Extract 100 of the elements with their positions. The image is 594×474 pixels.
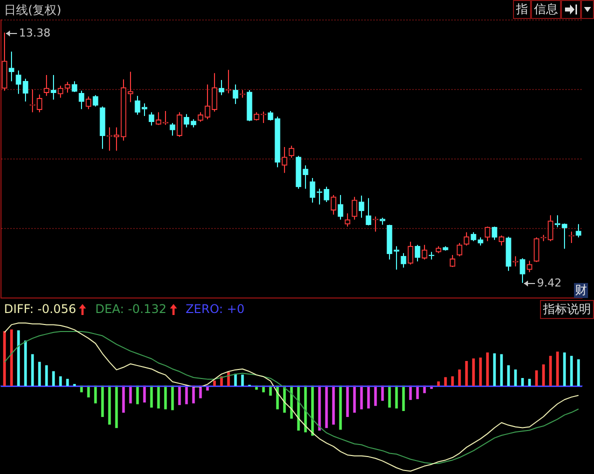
candlestick (268, 110, 274, 120)
candlestick (184, 114, 190, 128)
candlestick (450, 254, 456, 267)
candlestick (92, 94, 98, 108)
candlestick (260, 111, 266, 124)
candlestick (380, 217, 386, 226)
bar (129, 386, 132, 404)
bar (458, 369, 461, 386)
candlestick (8, 51, 14, 82)
candlestick (324, 186, 330, 202)
candlestick (64, 81, 70, 94)
bar (185, 386, 188, 404)
bar (115, 386, 118, 428)
candlestick (22, 78, 28, 102)
toolbar-button[interactable]: 信息 (531, 0, 561, 19)
bar (563, 352, 566, 386)
candlestick (156, 112, 162, 125)
bar (87, 386, 90, 398)
bar (535, 370, 538, 386)
bar (465, 360, 468, 386)
candlestick (274, 116, 280, 168)
bar (171, 386, 174, 410)
bar (213, 380, 216, 386)
candlestick (114, 126, 120, 152)
bar (388, 386, 391, 408)
candlestick (86, 96, 92, 110)
bar (157, 386, 160, 408)
candlestick (30, 89, 36, 113)
candlestick (352, 196, 358, 220)
bar (451, 376, 454, 386)
dropdown-button[interactable] (581, 0, 594, 19)
bar (577, 359, 580, 386)
bar (374, 386, 377, 406)
bar (66, 378, 69, 386)
candlestick (338, 194, 344, 220)
candlestick (478, 236, 484, 246)
candlestick (78, 90, 84, 110)
candlestick (16, 70, 22, 94)
bar (311, 386, 314, 436)
candlestick (72, 80, 78, 92)
bar (416, 386, 419, 400)
bar (17, 330, 20, 386)
bar (402, 386, 405, 412)
candlestick (554, 214, 560, 228)
bar (10, 329, 13, 386)
bar (192, 386, 195, 404)
bar (521, 378, 524, 386)
bar (332, 386, 335, 425)
bar (325, 386, 328, 428)
candlestick (204, 84, 210, 120)
bar (514, 369, 517, 386)
candlestick (128, 71, 134, 103)
candlestick (442, 246, 448, 250)
bar (339, 386, 342, 430)
candlestick (358, 195, 364, 218)
chart-title: 日线(复权) (4, 3, 62, 17)
bar (3, 331, 6, 386)
candlestick (422, 244, 428, 260)
candlestick (246, 90, 252, 121)
candlestick (548, 214, 554, 242)
candlestick (212, 72, 218, 112)
toolbar-button[interactable]: 指 (513, 0, 531, 19)
bar (353, 386, 356, 413)
candlestick (58, 85, 64, 98)
bar (486, 352, 489, 386)
candlestick (386, 225, 392, 260)
candlestick (120, 78, 126, 142)
bar (556, 352, 559, 386)
candlestick (282, 146, 288, 174)
bar (241, 374, 244, 386)
bar (150, 386, 153, 408)
bar (178, 386, 181, 406)
candlestick (106, 126, 112, 152)
bar (318, 386, 321, 431)
annotation: 9.42 (537, 276, 562, 290)
bar (59, 376, 62, 386)
bar (108, 386, 111, 425)
bar (367, 386, 370, 408)
bar (528, 378, 531, 386)
candlestick (520, 258, 526, 284)
toolbar-button[interactable]: 指标说明 (540, 300, 594, 319)
bar (549, 356, 552, 386)
corner-badge[interactable]: 财 (574, 283, 588, 298)
bar (381, 386, 384, 401)
candlestick (330, 194, 336, 216)
bar (136, 386, 139, 404)
candlestick (310, 177, 316, 204)
candlestick (302, 164, 308, 190)
skip-end-button[interactable] (561, 0, 581, 19)
candlestick (218, 80, 224, 96)
series-label: DEA: -0.132 (95, 302, 167, 316)
bar (395, 386, 398, 408)
bar (101, 386, 104, 417)
bar (304, 386, 307, 432)
candlestick (170, 122, 176, 136)
bar (493, 353, 496, 386)
candlestick (456, 242, 462, 257)
series-label: DIFF: -0.056 (4, 302, 76, 316)
bar (24, 340, 27, 386)
bar (360, 386, 363, 410)
